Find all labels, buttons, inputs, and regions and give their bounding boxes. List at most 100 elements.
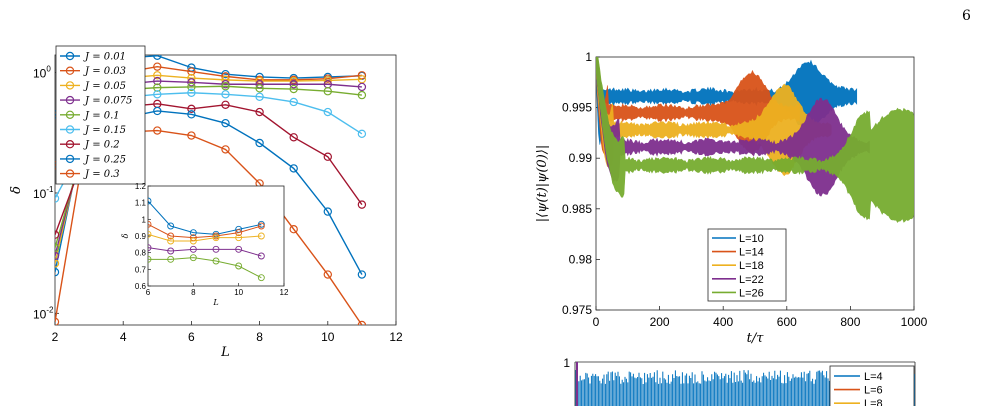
inset-series-point bbox=[235, 234, 243, 242]
left-legend-marker bbox=[65, 81, 75, 90]
left-legend-marker bbox=[65, 125, 75, 134]
left-series-point bbox=[221, 118, 230, 128]
right-ytick-label: 0.98 bbox=[569, 252, 593, 266]
left-ytick-label: 10-1 bbox=[33, 185, 54, 201]
inset-series-point bbox=[167, 255, 175, 263]
inset-ytick-label: 1.1 bbox=[135, 199, 147, 208]
left-series-point bbox=[357, 90, 367, 100]
inset-series-point bbox=[148, 255, 152, 263]
left-series-point bbox=[221, 90, 230, 99]
left-series-point bbox=[221, 69, 230, 79]
right-xtick-label: 600 bbox=[777, 315, 797, 329]
left-legend-box bbox=[55, 45, 146, 185]
left-series-point bbox=[187, 104, 196, 114]
inset-series-point bbox=[257, 232, 265, 240]
right-series-band bbox=[596, 57, 858, 145]
left-series-point bbox=[187, 88, 196, 97]
inset-series-point bbox=[148, 230, 152, 238]
left-legend-marker bbox=[65, 139, 75, 149]
left-series-point bbox=[153, 55, 162, 60]
left-series-point bbox=[153, 126, 162, 135]
right-ytick-label: 0.995 bbox=[562, 101, 592, 115]
right-ytick-label: 1 bbox=[585, 50, 592, 64]
left-series-point bbox=[289, 80, 298, 89]
left-series-point bbox=[323, 87, 332, 96]
right-series-band bbox=[596, 57, 914, 223]
left-series-point bbox=[153, 76, 162, 86]
inset-series-line bbox=[148, 233, 262, 242]
left-series-point bbox=[221, 145, 230, 154]
right-ylabel: |⟨ψ(t)|ψ(0)⟩| bbox=[535, 145, 550, 222]
left-series-point bbox=[357, 129, 367, 139]
inset-series-point bbox=[189, 254, 197, 262]
inset-xtick-label: 6 bbox=[146, 288, 151, 297]
left-legend-label: J = 0.05 bbox=[83, 81, 126, 92]
inset-series-line bbox=[148, 247, 262, 257]
left-series-point bbox=[187, 110, 196, 119]
left-series-point bbox=[153, 90, 162, 99]
left-xtick-label: 8 bbox=[256, 330, 263, 344]
left-series-point bbox=[323, 207, 332, 216]
left-series-point bbox=[255, 84, 264, 93]
right-legend-label: L=10 bbox=[739, 233, 764, 245]
inset-series-line bbox=[148, 223, 262, 239]
left-legend-label: J = 0.15 bbox=[83, 125, 126, 136]
right-legend-label: L=14 bbox=[739, 247, 764, 259]
left-series-point bbox=[357, 71, 367, 80]
inset-series-point bbox=[235, 245, 243, 253]
inset-series-point bbox=[148, 197, 152, 205]
inset-series-line bbox=[148, 257, 262, 279]
left-series-point bbox=[187, 82, 196, 92]
left-legend-marker bbox=[65, 66, 75, 75]
left-legend-label: J = 0.03 bbox=[83, 66, 126, 77]
left-series-point bbox=[55, 267, 60, 277]
left-xtick-label: 12 bbox=[389, 330, 403, 344]
left-series-point bbox=[153, 62, 162, 71]
left-series-point bbox=[187, 67, 196, 76]
inset-xlabel: L bbox=[212, 298, 218, 307]
inset-xtick-label: 8 bbox=[191, 288, 196, 297]
left-series-point bbox=[255, 138, 264, 148]
inset-series-point bbox=[167, 237, 175, 245]
left-series-point bbox=[255, 107, 264, 117]
inset-ytick-label: 0.8 bbox=[135, 249, 147, 258]
left-series-point bbox=[153, 106, 162, 116]
left-ytick-label: 10-2 bbox=[33, 305, 54, 321]
left-legend-label: J = 0.3 bbox=[83, 169, 120, 180]
right-legend-label: L=26 bbox=[739, 287, 764, 299]
left-legend-marker bbox=[65, 110, 75, 120]
inset-ytick-label: 0.9 bbox=[135, 232, 147, 241]
left-series-point bbox=[289, 224, 298, 234]
inset-ytick-label: 0.7 bbox=[135, 265, 147, 274]
left-series-point bbox=[55, 230, 60, 239]
lower-legend-label: L=8 bbox=[864, 398, 883, 406]
left-series-point bbox=[289, 164, 298, 173]
inset-xtick-label: 10 bbox=[234, 288, 243, 297]
left-legend-label: J = 0.1 bbox=[83, 110, 120, 121]
right-series-group bbox=[596, 57, 914, 223]
inset-ytick-label: 1.2 bbox=[135, 182, 147, 191]
inset-series-point bbox=[257, 252, 265, 260]
right-xtick-label: 1000 bbox=[901, 315, 928, 329]
left-series-point bbox=[55, 194, 60, 203]
left-series-point bbox=[221, 82, 230, 91]
left-series-point bbox=[55, 243, 60, 253]
left-series-point bbox=[357, 200, 367, 209]
left-series-point bbox=[153, 71, 162, 80]
right-xtick-label: 800 bbox=[840, 315, 860, 329]
left-series-point bbox=[221, 75, 230, 85]
right-ytick-label: 0.99 bbox=[569, 151, 593, 165]
left-legend-marker bbox=[65, 169, 75, 178]
inset-series-point bbox=[189, 237, 197, 245]
left-xtick-label: 10 bbox=[321, 330, 335, 344]
left-ylabel: δ bbox=[9, 186, 24, 194]
left-legend-marker bbox=[65, 95, 75, 105]
inset-series-point bbox=[212, 245, 220, 253]
inset-series-point bbox=[212, 257, 220, 265]
left-xlabel: L bbox=[220, 345, 230, 360]
left-ytick-label: 100 bbox=[33, 65, 51, 81]
left-xtick-label: 2 bbox=[52, 330, 59, 344]
left-legend-label: J = 0.2 bbox=[83, 140, 120, 151]
inset-xtick-label: 12 bbox=[280, 288, 289, 297]
inset-ytick-label: 0.6 bbox=[135, 282, 147, 291]
